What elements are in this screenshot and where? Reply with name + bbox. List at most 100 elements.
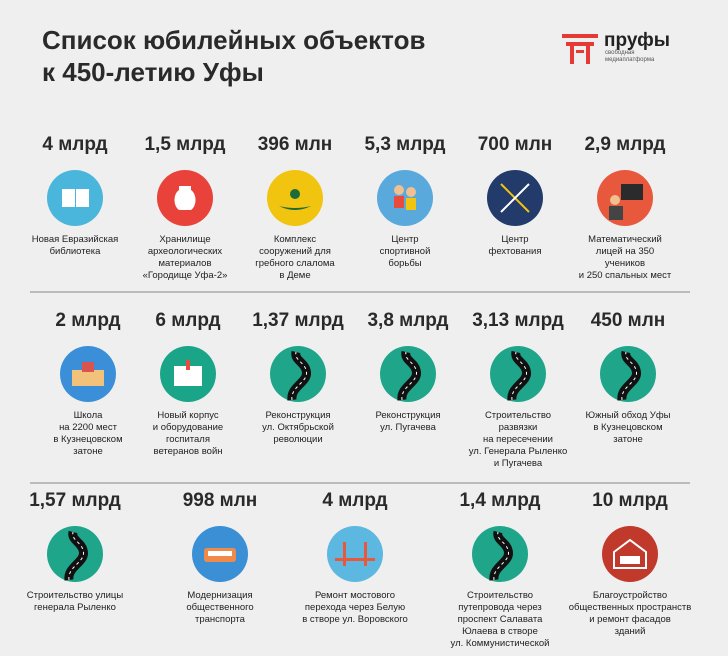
icon-detail	[394, 196, 404, 208]
logo-text: пруфы	[604, 30, 670, 51]
project-icon	[47, 170, 103, 226]
project-icon	[157, 170, 213, 226]
project-label: ул. Пугачева	[380, 422, 436, 433]
project-icon	[487, 170, 543, 226]
project: 4 млрд Ремонт мостового перехода через Бел…	[290, 490, 420, 626]
project-label: транспорта	[195, 614, 245, 625]
project-label: ул. Коммунистической	[450, 638, 550, 649]
icon-circle	[377, 170, 433, 226]
amount: 6 млрд	[155, 310, 221, 331]
icon-detail	[364, 542, 367, 566]
icon-detail	[610, 195, 620, 205]
project: 3,8 млрд Реконструкция ул. Пугачева	[343, 310, 473, 434]
icon-detail	[394, 185, 404, 195]
project: 2 млрд Школа на 2200 мест в Кузнецовском зат…	[23, 310, 153, 458]
icon-detail	[500, 183, 530, 213]
project-label: материалов	[158, 258, 212, 269]
amount: 450 млн	[590, 310, 666, 331]
project-label: и 250 спальных мест	[578, 270, 672, 281]
project-label: Южный обход Уфы	[585, 410, 671, 421]
icon-circle	[47, 526, 103, 582]
icon-detail	[290, 189, 300, 199]
project: 6 млрд Новый корпус и оборудование госпитал…	[123, 310, 253, 458]
project-label: затоне	[73, 446, 103, 457]
amount: 1,37 млрд	[252, 310, 344, 331]
divider	[30, 482, 690, 484]
project: 1,4 млрд Строительство путепровода через пр…	[435, 490, 565, 650]
project: 4 млрд Новая Евразийская библиотека	[10, 134, 140, 258]
project-label: генерала Рыленко	[34, 602, 116, 613]
project-icon	[47, 526, 103, 582]
project-label: Строительство	[466, 590, 534, 601]
icon-detail	[72, 370, 104, 386]
project-label: Строительство	[484, 410, 552, 421]
project: 700 млн Центр фехтования	[450, 134, 580, 258]
amount: 1,5 млрд	[144, 134, 226, 155]
amount: 2 млрд	[55, 310, 121, 331]
project-label: Благоустройство	[592, 590, 668, 601]
project-icon	[377, 170, 433, 226]
project-label: общественных пространств	[568, 602, 692, 613]
project-label: проспект Салавата	[457, 614, 543, 625]
title: Список юбилейных объектов к 450-летию Уф…	[42, 24, 425, 88]
project-label: Комплекс	[273, 234, 317, 245]
project-label: Центр	[501, 234, 529, 245]
project-label: в Кузнецовском	[593, 422, 663, 433]
project-label: на пересечении	[483, 434, 553, 445]
project: 10 млрд Благоустройство общественных прост…	[565, 490, 695, 638]
project-label: затоне	[613, 434, 643, 445]
project-label: Хранилище	[159, 234, 211, 245]
project: 1,57 млрд Строительство улицы генерала Рыл…	[10, 490, 140, 614]
icon-detail	[335, 558, 375, 561]
project-label: сооружений для	[259, 246, 331, 257]
project: 2,9 млрд Математический лицей на 350 ученик…	[560, 134, 690, 282]
amount: 998 млн	[182, 490, 258, 511]
project-label: Школа	[73, 410, 103, 421]
project-label: фехтования	[488, 246, 542, 257]
project: 1,37 млрд Реконструкция ул. Октябрьской рев…	[233, 310, 363, 446]
project-label: ул. Октябрьской	[262, 422, 334, 433]
title-line: Список юбилейных объектов	[42, 25, 426, 55]
icon-detail	[493, 531, 509, 581]
project-label: и Пугачева	[493, 458, 543, 469]
project-label: «Городище Уфа-2»	[142, 270, 228, 281]
project-label: ветеранов войн	[153, 446, 223, 457]
project-label: гребного слалома	[255, 258, 335, 269]
project-label: общественного	[186, 602, 254, 613]
project-icon	[490, 346, 546, 402]
icon-detail	[343, 542, 346, 566]
project-label: Юлаева в створе	[462, 626, 538, 637]
project-label: в створе ул. Воровского	[302, 614, 408, 625]
amount: 700 млн	[477, 134, 553, 155]
icon-detail	[613, 538, 647, 569]
title-line: к 450-летию Уфы	[42, 57, 264, 87]
icon-detail	[174, 186, 196, 210]
project-label: Новая Евразийская	[31, 234, 119, 245]
project-label: Модернизация	[187, 590, 253, 601]
amount: 10 млрд	[592, 490, 668, 511]
icon-circle	[490, 346, 546, 402]
project: 998 млн Модернизация общественного транспор…	[155, 490, 285, 626]
project-label: в Деме	[279, 270, 311, 281]
project-label: борьбы	[388, 258, 422, 269]
project-label: путепровода через	[458, 602, 542, 613]
project-label: и оборудование	[152, 422, 224, 433]
project-label: развязки	[498, 422, 538, 433]
amount: 2,9 млрд	[584, 134, 666, 155]
project-label: учеников	[604, 258, 646, 269]
project-icon	[602, 526, 658, 582]
icon-circle	[327, 526, 383, 582]
icon-detail	[208, 551, 232, 556]
icon-detail	[406, 187, 416, 197]
icon-detail	[609, 206, 623, 220]
project-label: и ремонт фасадов	[589, 614, 671, 625]
icon-detail	[621, 184, 643, 200]
project-label: Ремонт мостового	[314, 590, 396, 601]
project: 450 млн Южный обход Уфы в Кузнецовском зато…	[563, 310, 693, 446]
amount: 4 млрд	[42, 134, 108, 155]
project-label: на 2200 мест	[59, 422, 117, 433]
icon-circle	[380, 346, 436, 402]
icon-detail	[406, 198, 416, 210]
project-label: Центр	[391, 234, 419, 245]
